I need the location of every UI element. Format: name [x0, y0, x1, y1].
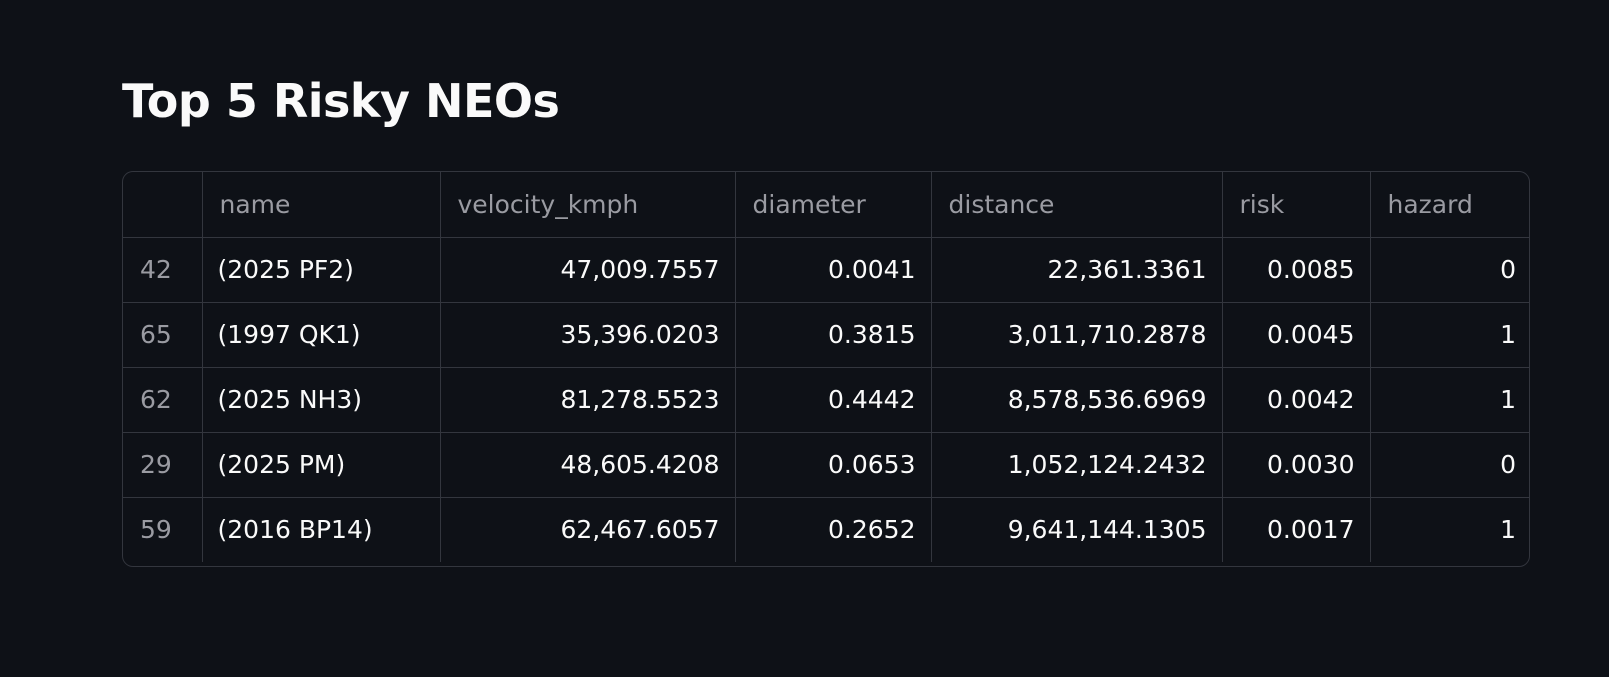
column-header-velocity-kmph[interactable]: velocity_kmph [440, 172, 736, 238]
hazard-cell[interactable]: 1 [1370, 367, 1529, 433]
risk-cell[interactable]: 0.0030 [1222, 432, 1371, 498]
distance-cell[interactable]: 22,361.3361 [931, 237, 1223, 303]
distance-cell[interactable]: 3,011,710.2878 [931, 302, 1223, 368]
diameter-cell[interactable]: 0.0041 [735, 237, 932, 303]
row-index-cell[interactable]: 29 [123, 432, 203, 498]
page-title: Top 5 Risky NEOs [122, 74, 560, 128]
name-cell[interactable]: (2025 NH3) [202, 367, 441, 433]
table-row: 65 (1997 QK1) 35,396.0203 0.3815 3,011,7… [123, 302, 1529, 368]
risk-cell[interactable]: 0.0085 [1222, 237, 1371, 303]
distance-cell[interactable]: 1,052,124.2432 [931, 432, 1223, 498]
row-index-cell[interactable]: 65 [123, 302, 203, 368]
name-cell[interactable]: (2016 BP14) [202, 497, 441, 562]
name-cell[interactable]: (1997 QK1) [202, 302, 441, 368]
distance-cell[interactable]: 8,578,536.6969 [931, 367, 1223, 433]
table-row: 59 (2016 BP14) 62,467.6057 0.2652 9,641,… [123, 497, 1529, 562]
distance-cell[interactable]: 9,641,144.1305 [931, 497, 1223, 562]
hazard-cell[interactable]: 1 [1370, 302, 1529, 368]
velocity-cell[interactable]: 48,605.4208 [440, 432, 736, 498]
velocity-cell[interactable]: 62,467.6057 [440, 497, 736, 562]
column-header-distance[interactable]: distance [931, 172, 1223, 238]
velocity-cell[interactable]: 47,009.7557 [440, 237, 736, 303]
risk-cell[interactable]: 0.0017 [1222, 497, 1371, 562]
column-header-diameter[interactable]: diameter [735, 172, 932, 238]
table-row: 42 (2025 PF2) 47,009.7557 0.0041 22,361.… [123, 237, 1529, 303]
risk-cell[interactable]: 0.0042 [1222, 367, 1371, 433]
name-cell[interactable]: (2025 PM) [202, 432, 441, 498]
diameter-cell[interactable]: 0.3815 [735, 302, 932, 368]
row-index-cell[interactable]: 59 [123, 497, 203, 562]
column-header-hazard[interactable]: hazard [1370, 172, 1529, 238]
table-row: 29 (2025 PM) 48,605.4208 0.0653 1,052,12… [123, 432, 1529, 498]
column-header-name[interactable]: name [202, 172, 441, 238]
row-index-cell[interactable]: 42 [123, 237, 203, 303]
velocity-cell[interactable]: 81,278.5523 [440, 367, 736, 433]
row-index-cell[interactable]: 62 [123, 367, 203, 433]
table-row: 62 (2025 NH3) 81,278.5523 0.4442 8,578,5… [123, 367, 1529, 433]
diameter-cell[interactable]: 0.0653 [735, 432, 932, 498]
hazard-cell[interactable]: 1 [1500, 515, 1516, 545]
diameter-cell[interactable]: 0.2652 [735, 497, 932, 562]
dataframe-table[interactable]: name velocity_kmph diameter distance ris… [122, 171, 1530, 567]
data-table: name velocity_kmph diameter distance ris… [123, 172, 1529, 562]
table-header-row: name velocity_kmph diameter distance ris… [123, 172, 1529, 238]
column-header-risk[interactable]: risk [1222, 172, 1371, 238]
hazard-cell[interactable]: 0 [1370, 432, 1529, 498]
column-header-index [123, 172, 203, 238]
name-cell[interactable]: (2025 PF2) [202, 237, 441, 303]
velocity-cell[interactable]: 35,396.0203 [440, 302, 736, 368]
diameter-cell[interactable]: 0.4442 [735, 367, 932, 433]
hazard-cell[interactable]: 0 [1370, 237, 1529, 303]
risk-cell[interactable]: 0.0045 [1222, 302, 1371, 368]
